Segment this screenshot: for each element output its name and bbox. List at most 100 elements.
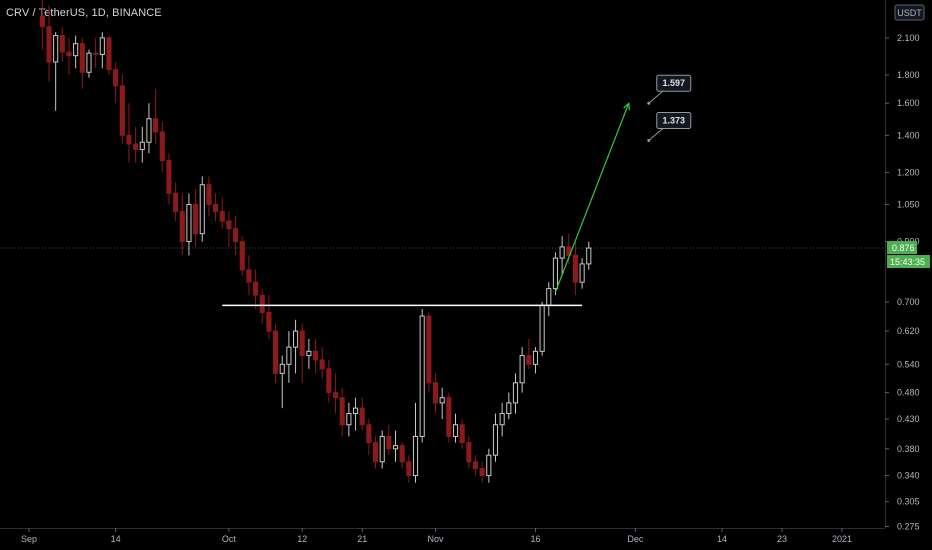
callout-box (656, 74, 692, 92)
candle (426, 312, 432, 393)
price-tick-label: 0.700 (897, 297, 920, 307)
candle-body (352, 407, 359, 415)
target-arrow-head (623, 101, 630, 111)
candle-body (339, 397, 345, 426)
time-tick-label: 16 (530, 534, 540, 544)
candle (546, 282, 552, 317)
candle (552, 252, 559, 296)
candle-body (219, 210, 225, 222)
price-axis: 2.1001.8001.6001.4001.2001.0500.9000.700… (885, 0, 930, 532)
candle-body (406, 461, 412, 477)
candle (186, 193, 192, 256)
candle (233, 216, 239, 256)
price-tick-label: 1.600 (897, 98, 920, 108)
price-tick-label: 0.380 (897, 444, 920, 454)
price-tick-label: 0.275 (897, 522, 920, 532)
callout-anchor (647, 139, 651, 143)
time-tick-label: 12 (297, 534, 307, 544)
candle-body (173, 192, 179, 212)
candle (326, 359, 332, 403)
candle (206, 176, 212, 217)
candle (339, 387, 345, 437)
candle-body (586, 247, 592, 265)
candle (392, 430, 399, 462)
candle-body (179, 210, 185, 243)
countdown-box (887, 255, 930, 269)
candle-body (346, 413, 352, 426)
time-tick-label: 14 (111, 534, 121, 544)
candle-body (446, 397, 452, 437)
candle-body (579, 263, 585, 283)
candle (379, 430, 385, 469)
candle (239, 236, 245, 276)
candle (466, 436, 472, 469)
candle-body (299, 330, 305, 357)
candle-body (259, 294, 265, 313)
last-price-box (887, 241, 917, 255)
candle-body (273, 330, 279, 374)
candle-body (546, 288, 552, 306)
time-tick-label: Nov (427, 534, 444, 544)
candle (366, 419, 372, 456)
candle (173, 182, 179, 222)
candle-body (486, 454, 492, 477)
time-tick-label: Oct (222, 534, 237, 544)
candle (539, 301, 545, 356)
candle (126, 103, 132, 163)
candle (193, 188, 199, 247)
candle (246, 255, 252, 296)
countdown-label: 15:43:35 (890, 257, 925, 267)
candle-body (73, 43, 79, 57)
candle-body (159, 131, 165, 162)
price-tick-label: 1.800 (897, 70, 920, 80)
candle (146, 103, 152, 154)
candle-body (432, 382, 439, 404)
candle-body (306, 350, 312, 357)
candle-body (459, 424, 465, 444)
candle (99, 32, 105, 69)
price-callout: 1.597 (647, 74, 692, 105)
candle (452, 413, 459, 443)
candle (199, 176, 205, 242)
candle-body (386, 435, 392, 450)
candle (446, 392, 452, 443)
candle-body (479, 468, 485, 477)
candle-body (519, 355, 525, 384)
candle (579, 258, 585, 289)
candle (352, 397, 359, 431)
candle-body (166, 160, 172, 194)
candle (319, 347, 325, 379)
candle (499, 402, 505, 437)
price-tick-label: 0.430 (897, 414, 920, 424)
candle-body (312, 350, 319, 361)
candle-body (359, 407, 365, 426)
candle-body (133, 143, 139, 150)
candle-body (292, 330, 299, 348)
candle-body (419, 315, 425, 437)
candle (139, 126, 145, 163)
candle-body (506, 402, 512, 415)
candle (526, 338, 532, 369)
candle-body (332, 392, 339, 399)
candle (492, 413, 499, 462)
candle-body (532, 350, 539, 365)
price-tick-label: 0.540 (897, 359, 920, 369)
candle-body (199, 184, 205, 235)
candle (359, 397, 365, 431)
price-tick-label: 0.305 (897, 497, 920, 507)
candle (59, 26, 65, 62)
candle (106, 35, 112, 75)
last-price-tag: 0.876 15:43:35 (887, 241, 930, 269)
time-tick-label: 21 (357, 534, 367, 544)
candle-body (106, 37, 112, 71)
candle (286, 331, 292, 383)
candle (53, 32, 59, 111)
currency-badge-label: USDT (897, 8, 922, 18)
candle-body (499, 413, 505, 426)
candle-body (512, 382, 519, 404)
candle-body (426, 315, 432, 384)
candle (226, 211, 232, 247)
candle-body (492, 424, 499, 456)
candle-body (99, 37, 105, 55)
